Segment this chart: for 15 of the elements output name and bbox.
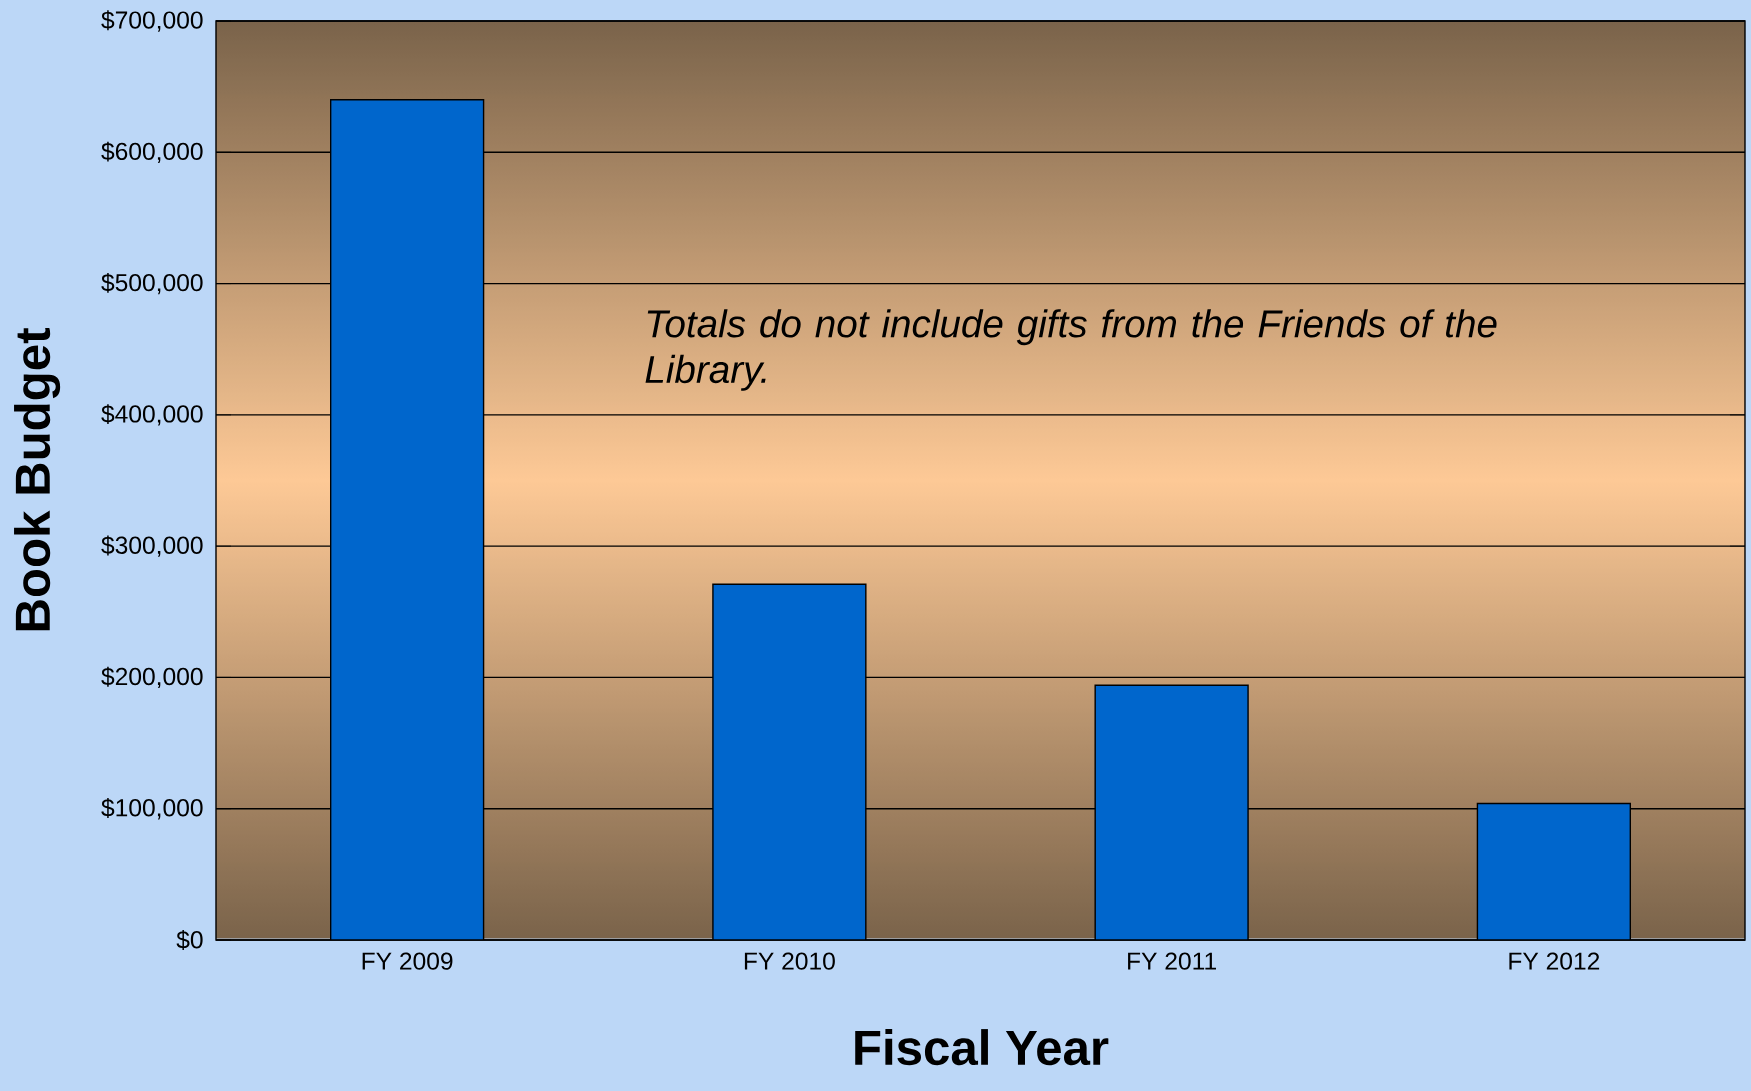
x-tick-label: FY 2009	[362, 952, 453, 970]
annotation: Totals do not include gifts from the Friends of the Library.	[645, 309, 1497, 391]
y-tick-label: $400,000	[101, 404, 203, 426]
y-tick-label: $0	[176, 930, 203, 950]
x-tick-label: FY 2011	[1128, 952, 1216, 970]
y-tick-label: $100,000	[101, 798, 203, 820]
x-tick-label: FY 2012	[1509, 952, 1600, 970]
x-axis-title: Fiscal Year	[855, 1029, 1109, 1066]
y-tick-label: $200,000	[101, 666, 203, 689]
y-tick-label: $500,000	[101, 272, 203, 295]
y-tick-label: $700,000	[101, 10, 203, 32]
y-tick-label: $600,000	[101, 141, 203, 163]
y-axis-title: Book Budget	[14, 328, 61, 631]
x-tick-label: FY 2010	[744, 952, 835, 970]
y-tick-label: $300,000	[101, 535, 203, 557]
